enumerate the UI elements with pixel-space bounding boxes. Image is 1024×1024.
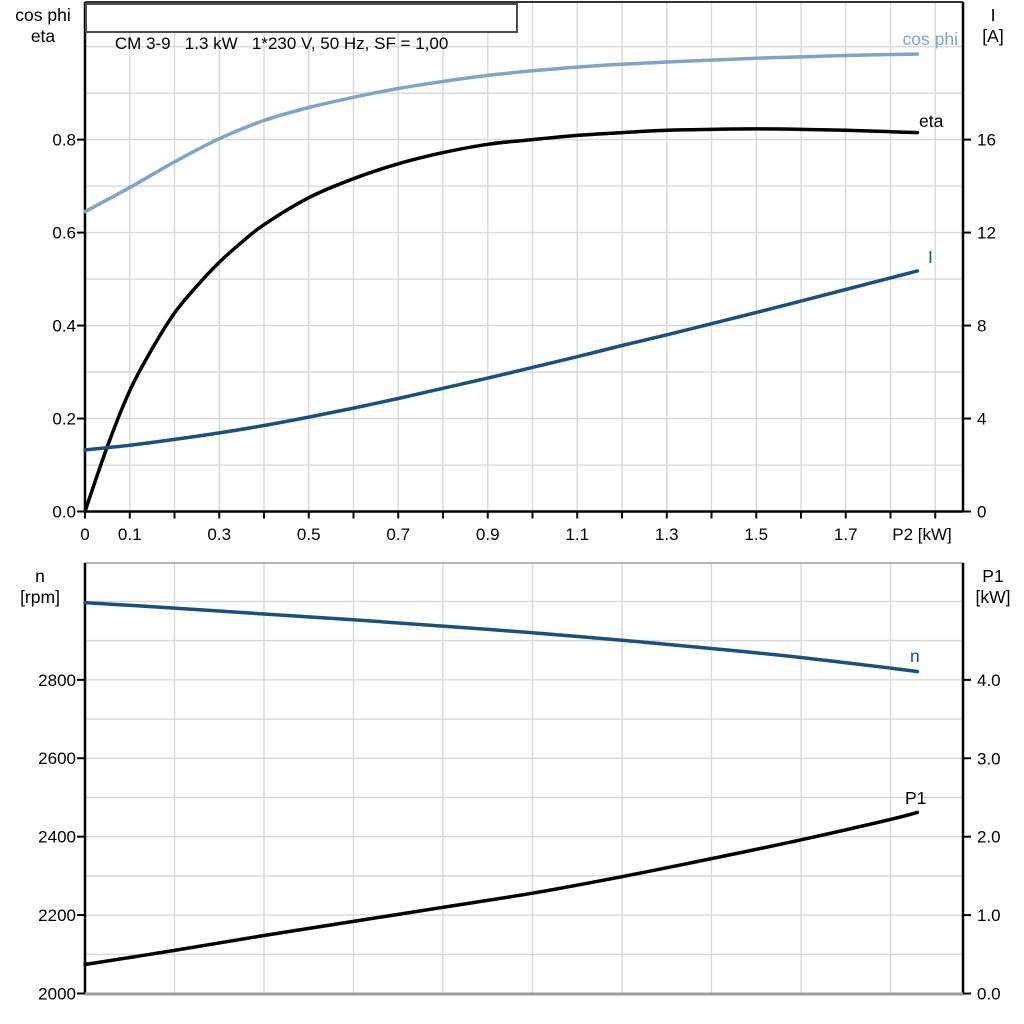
x-tick-label: 1.1: [565, 525, 589, 544]
y-left-tick-label: 2000: [38, 984, 76, 1003]
y-left-tick-label: 0.0: [52, 503, 76, 522]
curve-cos-phi: [83, 52, 920, 214]
y-right-tick-label: 1.0: [977, 906, 1001, 925]
x-tick-label: 0.9: [476, 525, 500, 544]
top-chart-left-axis-title: cos phi eta: [0, 5, 86, 47]
curve-label-eta: eta: [919, 111, 944, 131]
power-axis-title-line1: P1: [982, 566, 1004, 586]
x-tick-label: 0.7: [386, 525, 410, 544]
axis-tick-labels: 0 0.1 0.3 0.5 0.7 0.9 1.1 1.3 1.5 1.7 P2 [kW] 0.0 0.…: [52, 131, 996, 544]
y-left-tick-label: 2400: [38, 828, 76, 847]
y-left-tick-label: 0.8: [52, 131, 76, 150]
y-left-tick-label: 0.4: [52, 317, 76, 336]
speed-axis-title-line1: n: [35, 566, 45, 586]
x-tick-label: 0: [80, 525, 89, 544]
top-chart-right-axis-title: I [A]: [964, 5, 1022, 47]
plot-frame: [83, 1, 965, 513]
y-right-tick-label: 0.0: [977, 985, 1001, 1004]
left-axis-title-line2: eta: [30, 26, 56, 46]
y-left-tick-label: 0.6: [52, 224, 76, 243]
y-right-tick-label: 4: [977, 410, 986, 429]
bottom-chart-left-axis-title: n [rpm]: [0, 566, 80, 608]
curve-label-I: I: [928, 247, 933, 267]
x-tick-label: 1.7: [834, 525, 858, 544]
x-tick-label: 0.5: [297, 525, 321, 544]
y-left-tick-label: 2800: [38, 671, 76, 690]
left-axis-title-line1: cos phi: [15, 5, 71, 25]
gridlines: [85, 563, 963, 994]
y-right-tick-label: 16: [977, 131, 996, 150]
y-right-tick-label: 12: [977, 224, 996, 243]
y-left-tick-label: 2200: [38, 906, 76, 925]
chart-title-text: CM 3-9 1.3 kW 1*230 V, 50 Hz, SF = 1,00: [114, 34, 449, 53]
y-right-tick-label: 0: [977, 503, 986, 522]
curve-I: [83, 269, 920, 452]
x-tick-label: 1.5: [744, 525, 768, 544]
curve-P1: [83, 810, 920, 967]
right-axis-title-line1: I: [990, 5, 996, 25]
curve-label-P1: P1: [905, 788, 926, 808]
chart-title-box: CM 3-9 1.3 kW 1*230 V, 50 Hz, SF = 1,00: [85, 3, 518, 53]
top-chart: 0 0.1 0.3 0.5 0.7 0.9 1.1 1.3 1.5 1.7 P2 [kW] 0.0 0.…: [52, 1, 996, 544]
x-tick-label: 0.3: [207, 525, 231, 544]
axis-ticks: [77, 138, 971, 519]
plot-frame: [83, 562, 965, 996]
curve-eta: [83, 127, 920, 514]
y-right-tick-label: 3.0: [977, 749, 1001, 768]
x-tick-label: 0.1: [118, 525, 142, 544]
axis-ticks: [77, 678, 971, 995]
right-axis-title-line2: [A]: [982, 26, 1004, 46]
speed-axis-title-line2: [rpm]: [20, 587, 60, 607]
y-right-tick-label: 4.0: [977, 671, 1001, 690]
y-right-tick-label: 2.0: [977, 828, 1001, 847]
x-tick-label: 1.3: [655, 525, 679, 544]
y-left-tick-label: 2600: [38, 749, 76, 768]
curve-n: [83, 600, 920, 674]
bottom-chart: 2000 2200 2400 2600 2800 0.0 1.0 2.0 3.0 4.0 n P1: [38, 562, 1001, 1004]
gridlines: [85, 2, 963, 512]
y-right-tick-label: 8: [977, 317, 986, 336]
bottom-chart-right-axis-title: P1 [kW]: [964, 566, 1022, 608]
x-axis-unit-label: P2 [kW]: [892, 525, 952, 544]
y-left-tick-label: 0.2: [52, 410, 76, 429]
power-axis-title-line2: [kW]: [975, 587, 1011, 607]
curve-label-cos-phi: cos phi: [903, 29, 958, 49]
axis-tick-labels: 2000 2200 2400 2600 2800 0.0 1.0 2.0 3.0 4.0: [38, 671, 1000, 1004]
curve-label-n: n: [910, 646, 920, 666]
